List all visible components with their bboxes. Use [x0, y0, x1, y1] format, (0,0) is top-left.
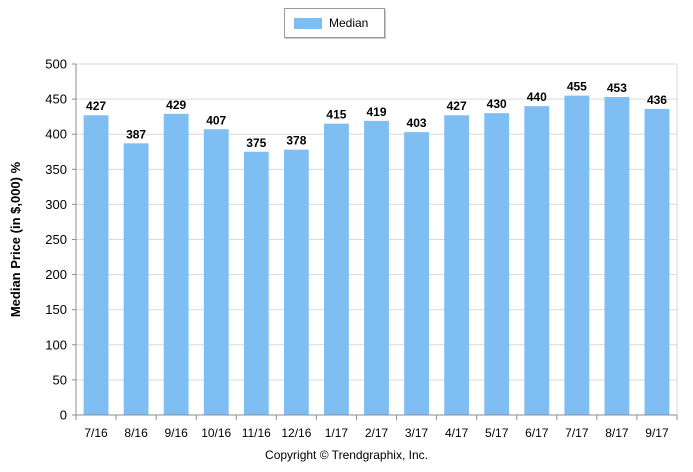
x-tick-label: 8/16 — [124, 426, 148, 440]
bar — [444, 115, 470, 415]
y-tick-label: 350 — [45, 162, 67, 177]
data-label: 375 — [246, 136, 266, 150]
data-label: 387 — [126, 127, 146, 141]
bar — [324, 123, 349, 416]
data-label: 440 — [527, 90, 547, 104]
x-tick-label: 12/16 — [281, 426, 311, 440]
y-tick-label: 50 — [53, 372, 67, 387]
bar — [283, 149, 309, 416]
bar — [163, 113, 189, 415]
data-label: 453 — [607, 81, 627, 95]
bar — [644, 108, 670, 415]
data-label: 403 — [407, 116, 427, 130]
y-tick-label: 200 — [45, 267, 67, 282]
x-tick-label: 2/17 — [365, 426, 389, 440]
y-tick-label: 400 — [45, 127, 67, 142]
bar — [364, 120, 389, 415]
data-label: 430 — [487, 97, 507, 111]
x-tick-label: 7/16 — [84, 426, 108, 440]
legend-label: Median — [329, 16, 369, 30]
legend: Median — [284, 8, 385, 38]
data-label: 378 — [286, 134, 306, 148]
data-label: 427 — [447, 99, 467, 113]
x-tick-label: 7/17 — [565, 426, 589, 440]
y-tick-label: 250 — [45, 232, 67, 247]
data-label: 455 — [567, 80, 587, 94]
data-label: 427 — [86, 99, 106, 113]
x-tick-label: 9/17 — [645, 426, 669, 440]
y-tick-label: 450 — [45, 92, 67, 107]
y-axis-title: Median Price (in $,000) % — [8, 161, 23, 317]
x-tick-label: 3/17 — [405, 426, 429, 440]
data-label: 429 — [166, 98, 186, 112]
y-tick-label: 150 — [45, 302, 67, 317]
bar — [243, 151, 269, 415]
data-label: 415 — [326, 108, 346, 122]
bar — [524, 106, 550, 416]
x-tick-label: 1/17 — [325, 426, 349, 440]
data-label: 436 — [647, 93, 667, 107]
x-tick-label: 11/16 — [242, 426, 271, 440]
x-tick-label: 5/17 — [485, 426, 509, 440]
bar — [123, 143, 149, 416]
data-label: 419 — [366, 105, 386, 119]
bar — [203, 129, 229, 415]
x-tick-label: 4/17 — [445, 426, 469, 440]
y-tick-label: 300 — [45, 197, 67, 212]
bar — [484, 113, 510, 415]
x-tick-label: 8/17 — [605, 426, 629, 440]
y-tick-label: 0 — [60, 408, 67, 423]
legend-swatch — [294, 18, 322, 29]
data-label: 407 — [206, 113, 226, 127]
copyright-text: Copyright © Trendgraphix, Inc. — [265, 448, 428, 462]
bar — [564, 95, 590, 415]
x-tick-label: 6/17 — [525, 426, 549, 440]
bar — [83, 115, 109, 415]
y-tick-label: 100 — [45, 337, 67, 352]
bar — [404, 132, 429, 415]
y-tick-label: 500 — [45, 57, 67, 72]
x-tick-label: 10/16 — [201, 426, 231, 440]
bar — [604, 96, 630, 415]
x-tick-label: 9/16 — [164, 426, 188, 440]
